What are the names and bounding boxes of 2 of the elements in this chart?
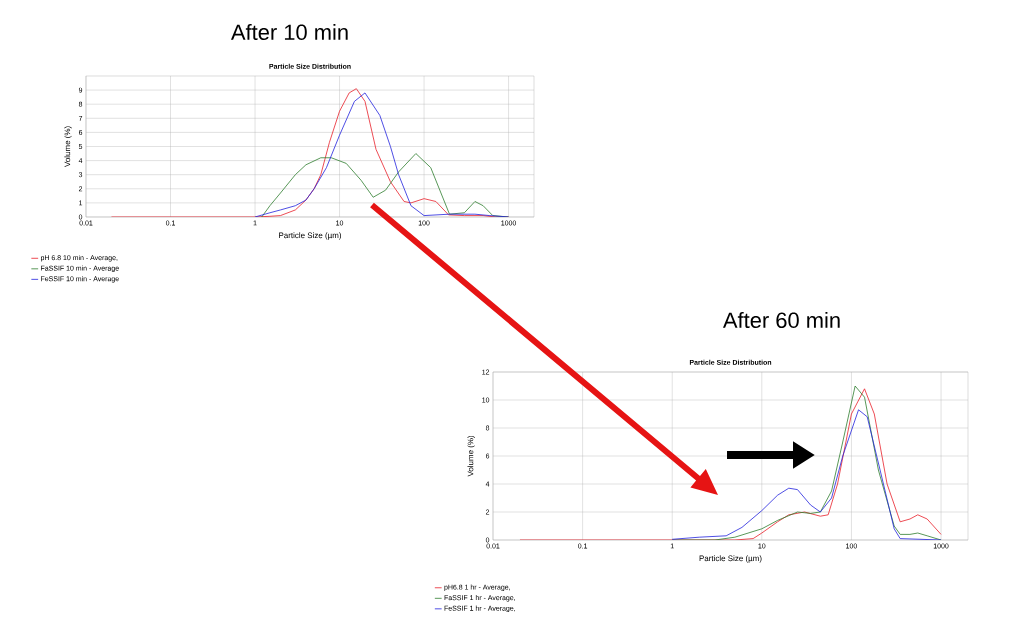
chart-title: After 60 min bbox=[722, 311, 840, 329]
chart-title: After 10 min bbox=[230, 23, 348, 41]
